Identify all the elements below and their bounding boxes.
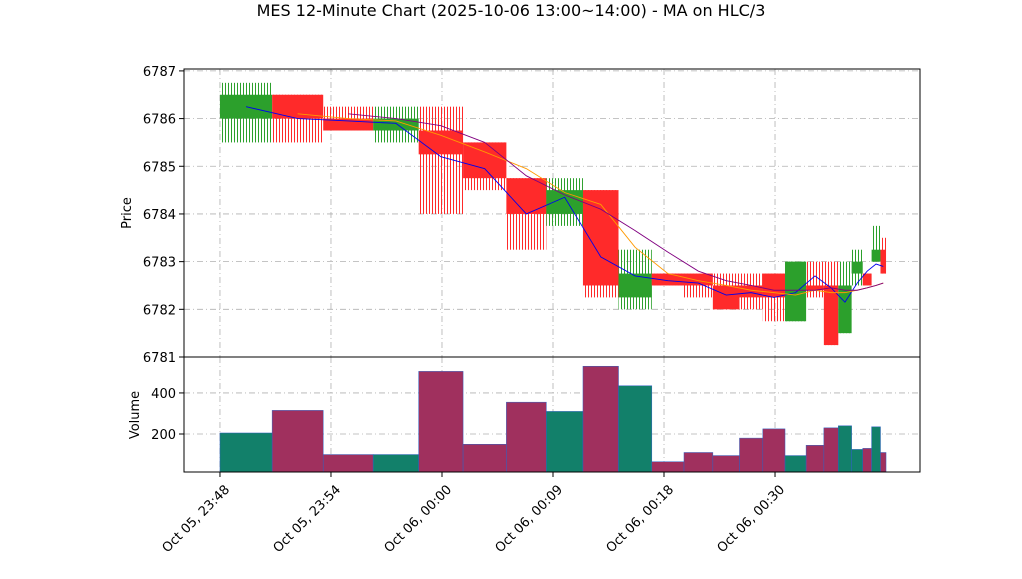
volume-bar (219, 432, 273, 473)
candle-body (880, 249, 887, 274)
candle-body (762, 273, 786, 298)
y-tick-label: 6784 (143, 208, 176, 223)
candle-body (823, 285, 839, 346)
ma-line (297, 113, 884, 296)
volume-bar (851, 449, 863, 473)
volume-bar (784, 455, 807, 473)
y-tick-label: 6785 (143, 160, 176, 175)
volume-bar (712, 455, 740, 473)
volume-bar (871, 426, 881, 473)
volume-bar (762, 428, 786, 473)
y-tick-label: 6787 (143, 65, 176, 80)
candle-body (739, 285, 763, 298)
y-tick-label: 6783 (143, 256, 176, 271)
volume-tick-label: 400 (151, 387, 176, 402)
candle-wick (418, 106, 464, 214)
y-tick-label: 6782 (143, 303, 176, 318)
volume-bar (582, 365, 619, 473)
candle-body (785, 261, 807, 322)
ma-line (348, 113, 884, 291)
y-axis-label: Price (120, 197, 135, 229)
volume-bar (418, 371, 464, 473)
volume-bar (651, 461, 685, 473)
volume-panel-frame (183, 356, 921, 473)
candle-body (506, 178, 547, 214)
chart-title: MES 12-Minute Chart (2025-10-06 13:00~14… (257, 1, 766, 20)
volume-tick-label: 200 (151, 428, 176, 443)
volume-axis-label: Volume (128, 391, 143, 439)
volume-bar (618, 385, 653, 473)
candle-body (651, 273, 684, 286)
candle-body (463, 142, 507, 179)
ma-line (245, 106, 884, 303)
candle-body (683, 273, 713, 286)
candle-body (323, 118, 374, 131)
candle-body (871, 249, 881, 262)
y-tick-label: 6786 (143, 113, 176, 128)
candle-body (862, 273, 872, 286)
volume-bar (838, 425, 852, 473)
candle-body (712, 285, 740, 310)
candle-body (219, 94, 273, 119)
candle-body (373, 118, 419, 131)
volume-bar (823, 427, 839, 473)
volume-bar (372, 454, 419, 473)
candle-body (806, 285, 824, 291)
volume-bar (546, 411, 584, 473)
y-tick-label: 6781 (143, 351, 176, 366)
volume-bar (271, 410, 324, 473)
volume-bar (322, 454, 374, 473)
volume-bar (862, 448, 872, 473)
candle-wick (871, 225, 881, 262)
candle-body (546, 190, 583, 214)
volume-bar (683, 452, 714, 473)
volume-bar (880, 452, 887, 473)
volume-bar (506, 401, 547, 473)
volume-bar (805, 445, 825, 473)
candle-body (618, 273, 652, 298)
volume-bar (462, 444, 507, 473)
candle-body (418, 130, 464, 155)
candle-body (272, 94, 324, 119)
volume-bar (739, 437, 764, 473)
candle-body (851, 261, 863, 274)
